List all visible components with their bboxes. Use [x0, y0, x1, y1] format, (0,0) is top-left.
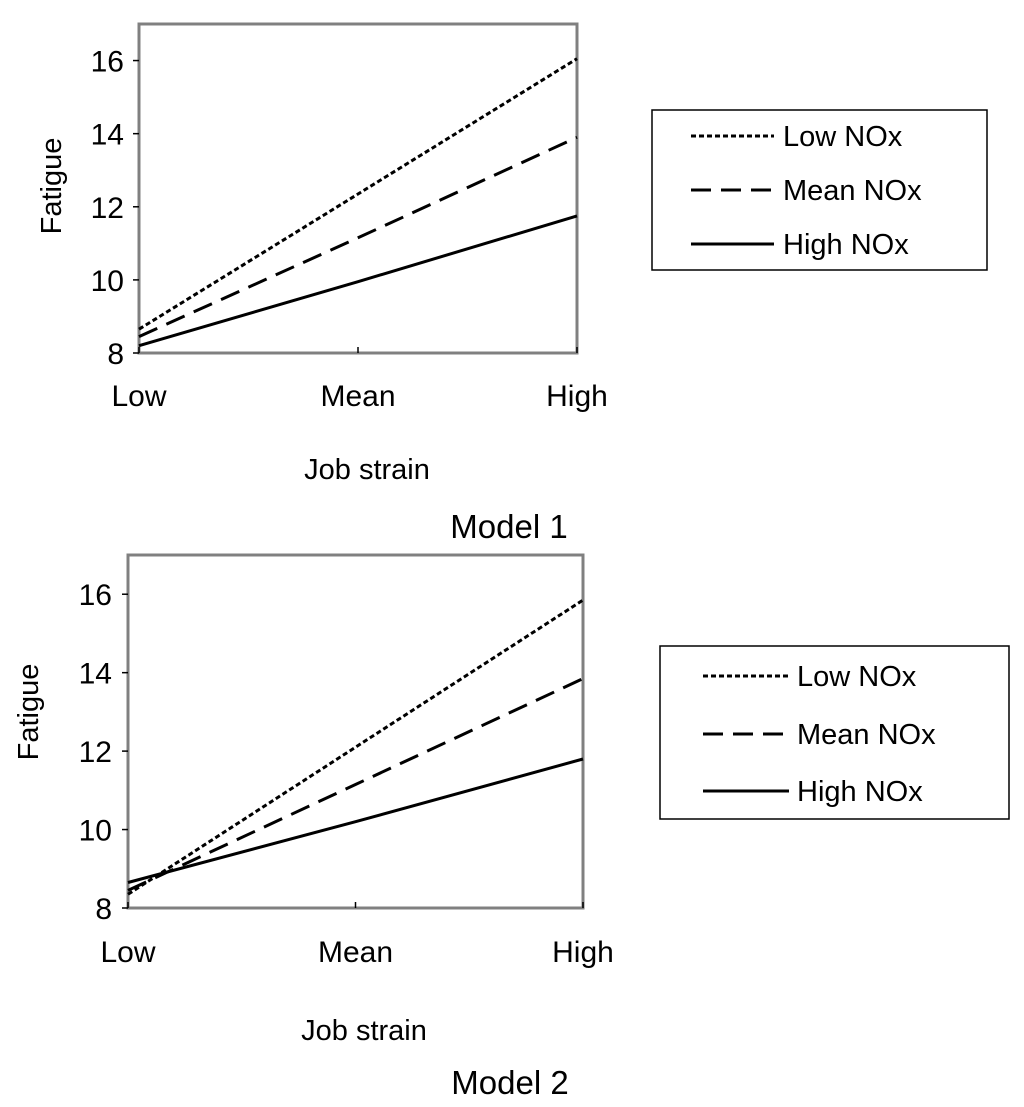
- y-tick-label: 12: [91, 192, 124, 225]
- y-axis-label: Fatigue: [36, 138, 68, 235]
- series-line-high-nox: [138, 214, 578, 348]
- y-tick-label: 10: [91, 265, 124, 298]
- x-axis-ticks: Low Mean High: [100, 902, 614, 969]
- series-line-mean-nox: [138, 135, 578, 338]
- legend-label-mean-nox: Mean NOx: [797, 719, 936, 751]
- legend-label-high-nox: High NOx: [797, 776, 923, 808]
- y-tick-label: 16: [79, 579, 112, 612]
- y-tick-label: 14: [91, 119, 124, 152]
- legend: Low NOx Mean NOx High NOx: [651, 109, 988, 271]
- chart-model-2: 8 10 12 14 16 Low Mean High Fatigue Job strain…: [13, 553, 1010, 1101]
- legend-label-low-nox: Low NOx: [783, 121, 903, 153]
- x-tick-label: Mean: [320, 380, 395, 413]
- x-axis-label: Job strain: [304, 454, 430, 486]
- chart-title: Model 2: [451, 1064, 568, 1101]
- x-tick-label: Mean: [318, 936, 393, 969]
- y-axis-label: Fatigue: [13, 664, 45, 761]
- x-axis-label: Job strain: [301, 1015, 427, 1047]
- y-tick-label: 10: [79, 815, 112, 848]
- series-line-low-nox: [138, 57, 578, 331]
- series-line-high-nox: [127, 757, 584, 884]
- plot-area-border: [126, 553, 585, 910]
- legend-label-low-nox: Low NOx: [797, 661, 917, 693]
- y-axis-ticks: 8 10 12 14 16: [79, 579, 128, 926]
- legend: Low NOx Mean NOx High NOx: [659, 645, 1010, 820]
- y-tick-label: 14: [79, 658, 112, 691]
- y-tick-label: 8: [95, 893, 112, 926]
- x-tick-label: High: [552, 936, 614, 969]
- chart-model-1: 8 10 12 14 16 Low Mean High Fatigue Job strain…: [36, 22, 988, 545]
- legend-label-high-nox: High NOx: [783, 229, 909, 261]
- x-tick-label: Low: [100, 936, 155, 969]
- y-axis-ticks: 8 10 12 14 16: [91, 46, 139, 371]
- y-tick-label: 16: [91, 46, 124, 79]
- series-line-mean-nox: [127, 677, 584, 892]
- chart-title: Model 1: [450, 508, 567, 545]
- x-tick-label: High: [546, 380, 608, 413]
- series-line-low-nox: [127, 598, 584, 896]
- x-axis-ticks: Low Mean High: [111, 347, 608, 413]
- legend-label-mean-nox: Mean NOx: [783, 175, 922, 207]
- y-tick-label: 12: [79, 736, 112, 769]
- series-lines: [127, 598, 584, 896]
- y-tick-label: 8: [107, 338, 124, 371]
- x-tick-label: Low: [111, 380, 166, 413]
- series-lines: [138, 57, 578, 348]
- plot-area-border: [137, 22, 579, 355]
